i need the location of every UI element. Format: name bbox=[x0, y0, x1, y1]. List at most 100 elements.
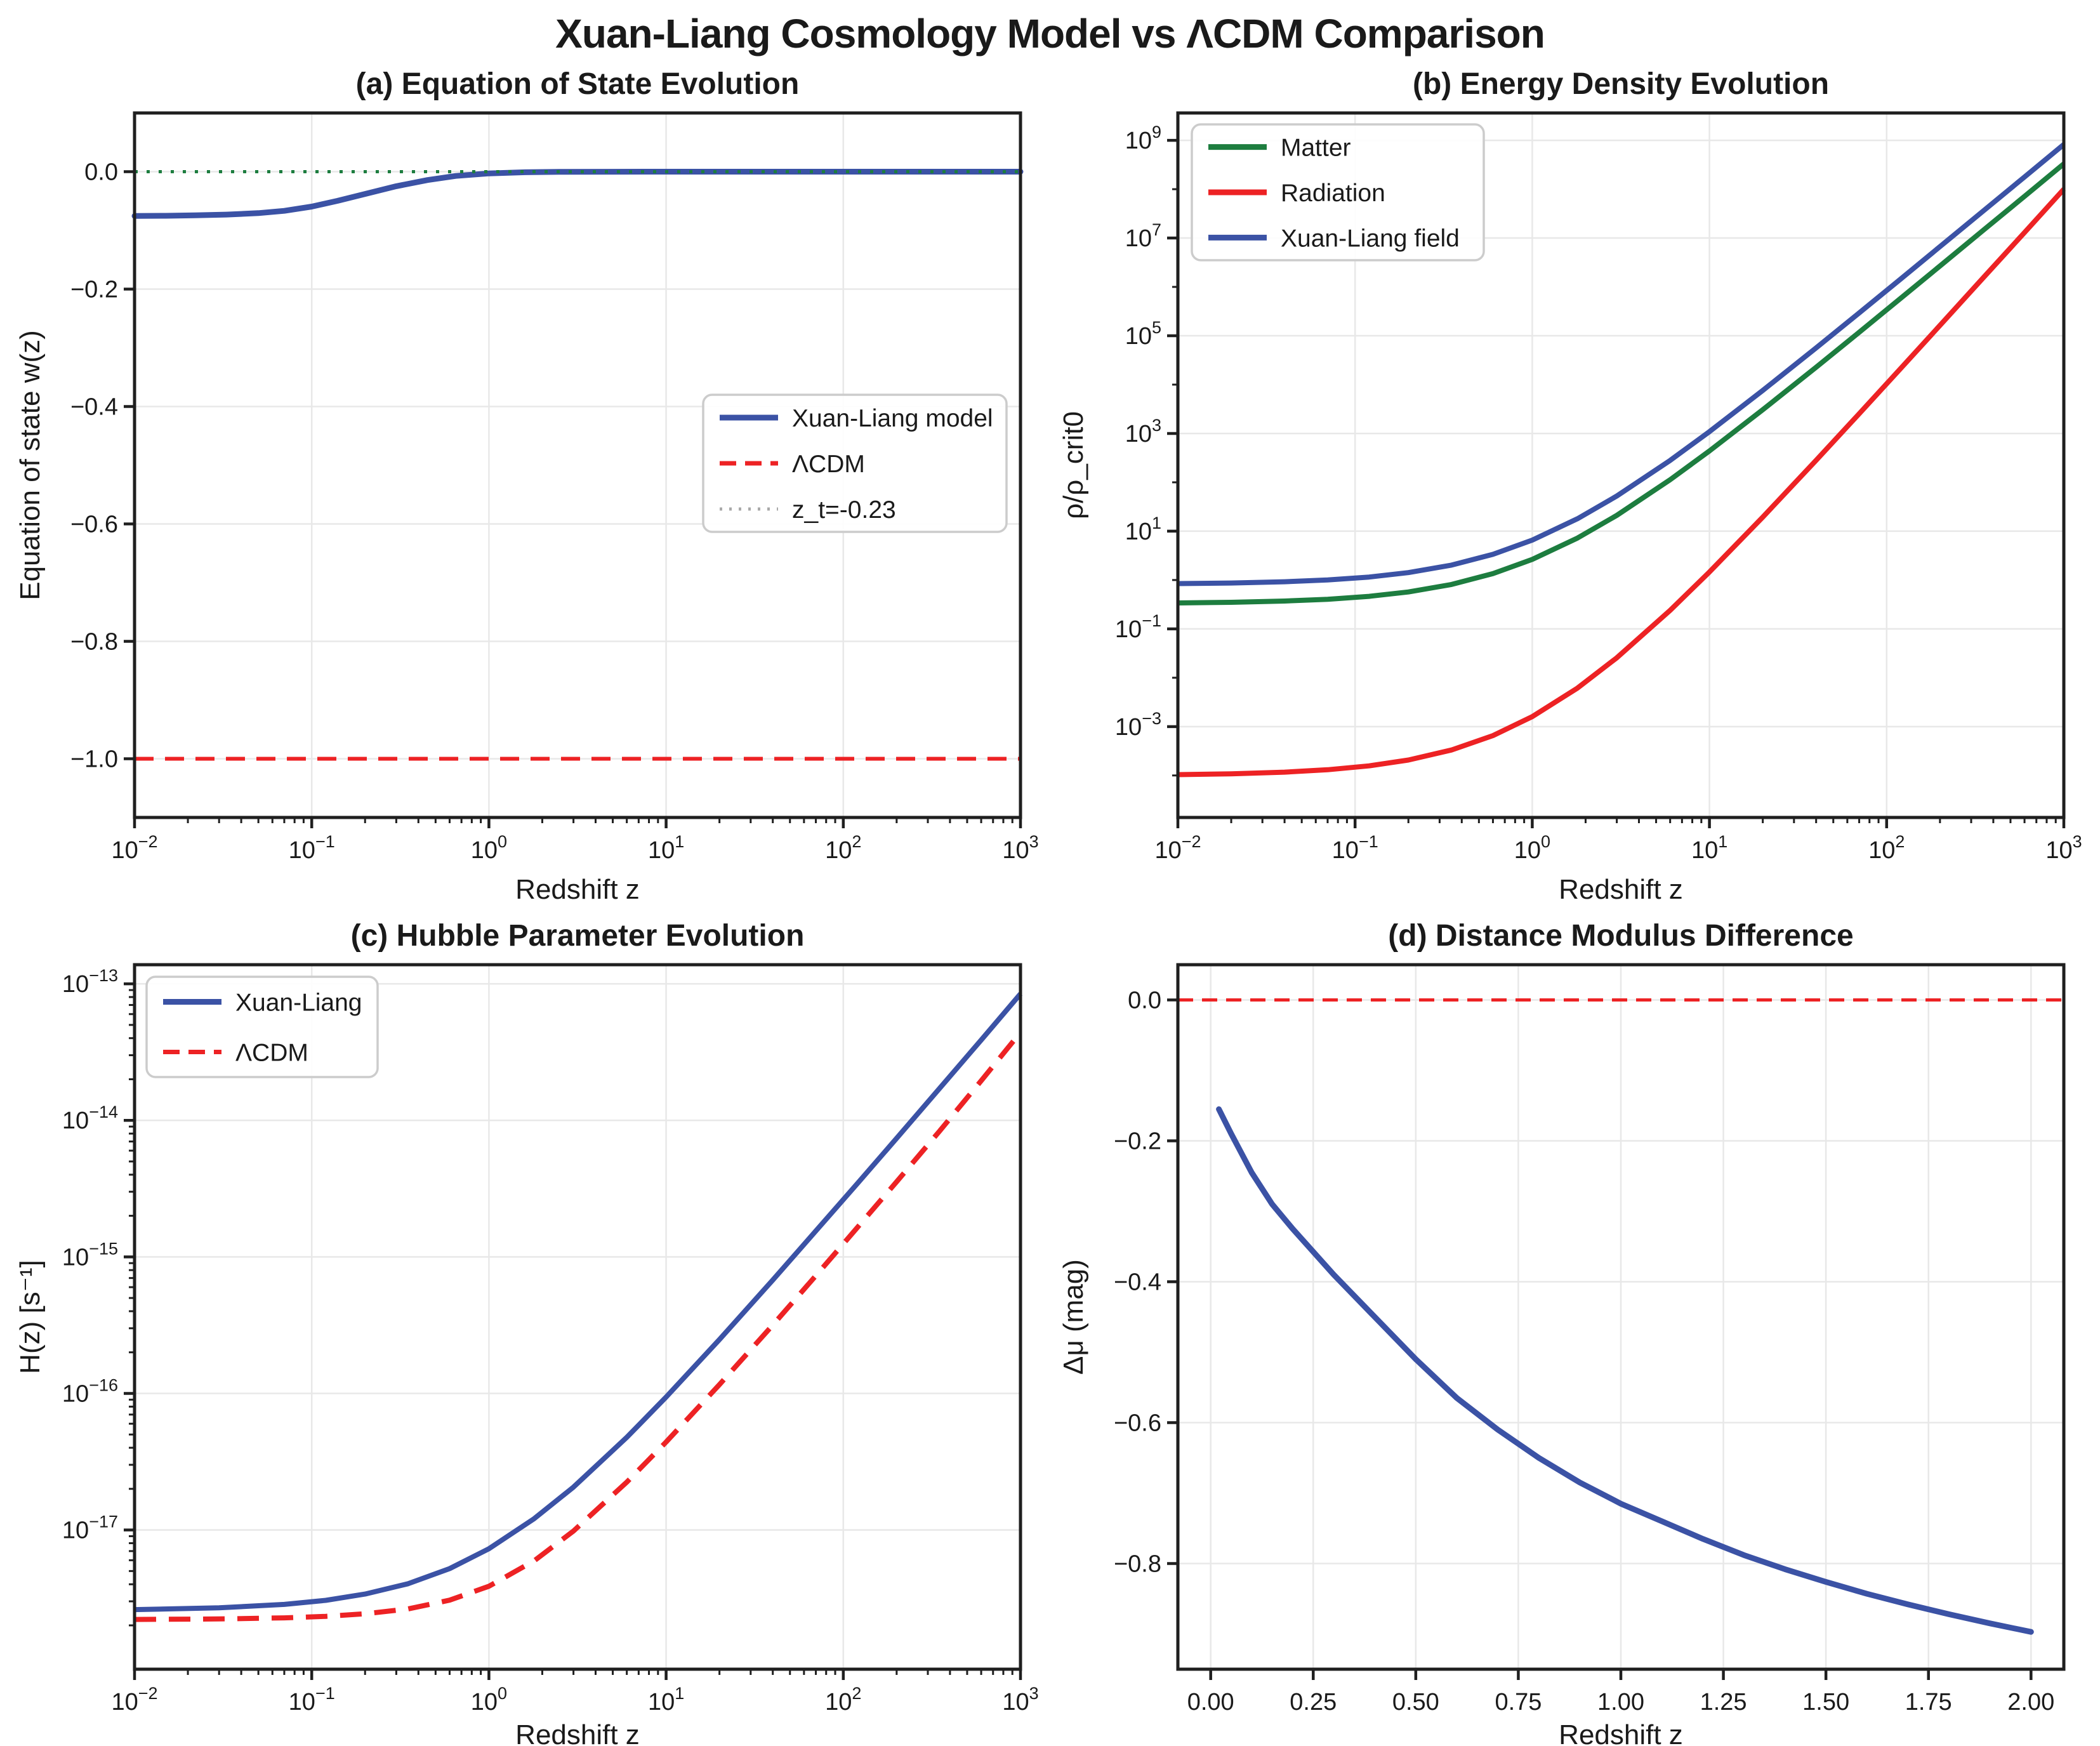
series-cdm bbox=[134, 1031, 1023, 1622]
grid-d bbox=[1178, 965, 2064, 1669]
legend-label-z-t-0-23: z_t=-0.23 bbox=[792, 496, 896, 524]
y-tick-label: −0.4 bbox=[1114, 1269, 1161, 1296]
x-tick-label: 103 bbox=[1002, 832, 1038, 864]
x-tick-label: 0.75 bbox=[1495, 1689, 1542, 1716]
y-tick-label: 109 bbox=[1125, 122, 1161, 154]
x-tick-label: 10−2 bbox=[111, 832, 157, 864]
tick-labels-a: 10−2 10−1 100 101 102 103 0.0 −0.2 −0.4 −0.6 −0.8 −… bbox=[70, 159, 1039, 864]
y-tick-label: −0.8 bbox=[1114, 1551, 1161, 1578]
y-tick-label: −0.6 bbox=[70, 512, 118, 538]
y-tick-label: 10−15 bbox=[62, 1239, 118, 1271]
chart-panel-b: 10−2 10−1 100 101 102 103 109 107 105 103 101 10−1 1… bbox=[1058, 67, 2082, 905]
y-tick-label: −0.2 bbox=[70, 277, 118, 303]
x-tick-label: 100 bbox=[471, 1684, 507, 1716]
x-tick-label: 101 bbox=[1691, 832, 1727, 864]
x-tick-label: 103 bbox=[1002, 1684, 1038, 1716]
x-axis-label: Redshift z bbox=[515, 874, 640, 905]
ticks-d bbox=[1167, 998, 2033, 1680]
legend-box bbox=[702, 394, 1008, 533]
panel-title-a: (a) Equation of State Evolution bbox=[356, 67, 800, 101]
tick-labels-d: 0.00 0.25 0.50 0.75 1.00 1.25 1.50 1.75 2.00 0.0 −… bbox=[1114, 988, 2054, 1716]
panel-title-b: (b) Energy Density Evolution bbox=[1413, 67, 1829, 101]
tick-labels-b: 10−2 10−1 100 101 102 103 109 107 105 103 101 10−1 1… bbox=[1115, 122, 2082, 864]
legend-label-cdm: ΛCDM bbox=[792, 451, 865, 478]
x-axis-label: Redshift z bbox=[515, 1719, 640, 1746]
axes-spines bbox=[133, 963, 1022, 1671]
x-tick-label: 1.00 bbox=[1597, 1689, 1644, 1716]
y-tick-label: −0.2 bbox=[1114, 1128, 1161, 1155]
chart-panel-a: 10−2 10−1 100 101 102 103 0.0 −0.2 −0.4 −0.6 −0.8 −… bbox=[15, 67, 1039, 905]
y-tick-label: 10−16 bbox=[62, 1375, 118, 1407]
y-tick-label: 0.0 bbox=[84, 159, 118, 186]
x-tick-label: 102 bbox=[1868, 832, 1905, 864]
series-xuan-liang bbox=[1216, 1106, 2034, 1635]
x-tick-label: 102 bbox=[825, 1684, 861, 1716]
panel-title-c: (c) Hubble Parameter Evolution bbox=[351, 919, 805, 953]
x-tick-label: 1.25 bbox=[1700, 1689, 1747, 1716]
y-tick-label: 0.0 bbox=[1128, 988, 1161, 1014]
ticks-a bbox=[124, 170, 1022, 828]
x-tick-label: 101 bbox=[648, 832, 684, 864]
series-xuan-liang bbox=[134, 992, 1023, 1613]
y-tick-label: 10−17 bbox=[62, 1512, 118, 1544]
chart-panel-d: 0.00 0.25 0.50 0.75 1.00 1.25 1.50 1.75 2.00 0.0 −… bbox=[1058, 919, 2066, 1746]
x-tick-label: 2.00 bbox=[2007, 1689, 2054, 1716]
ticks-b bbox=[1167, 138, 2066, 828]
x-tick-label: 10−1 bbox=[1332, 832, 1378, 864]
x-tick-label: 10−1 bbox=[289, 1684, 335, 1716]
y-axis-label: H(z) [s⁻¹] bbox=[15, 1260, 46, 1374]
figure-suptitle: Xuan-Liang Cosmology Model vs ΛCDM Compa… bbox=[555, 11, 1545, 56]
x-tick-label: 0.50 bbox=[1392, 1689, 1439, 1716]
series-xuan-liang-model bbox=[131, 169, 1024, 219]
y-tick-label: 105 bbox=[1125, 318, 1161, 350]
y-tick-label: 10−13 bbox=[62, 966, 118, 998]
y-tick-label: 101 bbox=[1125, 513, 1161, 545]
x-tick-label: 102 bbox=[825, 832, 861, 864]
legend-b: Matter Radiation Xuan-Liang field bbox=[1191, 123, 1485, 261]
x-tick-label: 100 bbox=[471, 832, 507, 864]
series-matter bbox=[1177, 162, 2066, 605]
x-tick-label: 101 bbox=[648, 1684, 684, 1716]
chart-panel-c: 10−2 10−1 100 101 102 103 10−13 10−14 10−15 10−16… bbox=[15, 919, 1039, 1746]
tick-labels-c: 10−2 10−1 100 101 102 103 10−13 10−14 10−15 10−16… bbox=[62, 966, 1039, 1716]
y-axis-label: ρ/ρ_crit0 bbox=[1058, 411, 1089, 519]
legend-label-xuan-liang-model: Xuan-Liang model bbox=[792, 405, 993, 432]
x-tick-label: 1.50 bbox=[1802, 1689, 1849, 1716]
x-tick-label: 1.75 bbox=[1905, 1689, 1952, 1716]
x-tick-label: 0.00 bbox=[1187, 1689, 1234, 1716]
y-axis-label: Δμ (mag) bbox=[1058, 1259, 1089, 1375]
x-tick-label: 0.25 bbox=[1290, 1689, 1337, 1716]
legend-label-matter: Matter bbox=[1281, 135, 1351, 162]
y-tick-label: −0.4 bbox=[70, 394, 118, 421]
x-tick-label: 10−1 bbox=[289, 832, 335, 864]
legend-c: Xuan-Liang ΛCDM bbox=[145, 976, 379, 1078]
series-xuan-liang-field bbox=[1177, 142, 2066, 586]
y-tick-label: 10−1 bbox=[1115, 611, 1161, 643]
y-tick-label: 10−14 bbox=[62, 1102, 118, 1134]
legend-a: Xuan-Liang model ΛCDM z_t=-0.23 bbox=[702, 394, 1008, 533]
legend-label-xuan-liang-field: Xuan-Liang field bbox=[1281, 225, 1460, 252]
axes-spines bbox=[1176, 111, 2066, 819]
y-tick-label: −0.8 bbox=[70, 629, 118, 656]
series-radiation bbox=[1177, 187, 2066, 777]
legend-label-cdm: ΛCDM bbox=[235, 1040, 308, 1067]
legend-box bbox=[1191, 123, 1485, 261]
x-axis-label: Redshift z bbox=[1559, 1719, 1683, 1746]
legend-label-radiation: Radiation bbox=[1281, 180, 1385, 207]
y-tick-label: 107 bbox=[1125, 220, 1161, 252]
x-tick-label: 103 bbox=[2045, 832, 2082, 864]
y-tick-label: −1.0 bbox=[70, 746, 118, 773]
y-tick-label: 103 bbox=[1125, 416, 1161, 447]
y-axis-label: Equation of state w(z) bbox=[15, 330, 46, 600]
x-axis-label: Redshift z bbox=[1559, 874, 1683, 905]
y-tick-label: −0.6 bbox=[1114, 1410, 1161, 1437]
ticks-c bbox=[124, 982, 1022, 1680]
x-tick-label: 10−2 bbox=[111, 1684, 157, 1716]
y-tick-label: 10−3 bbox=[1115, 709, 1161, 741]
legend-label-xuan-liang: Xuan-Liang bbox=[235, 989, 362, 1017]
x-tick-label: 100 bbox=[1514, 832, 1550, 864]
x-tick-label: 10−2 bbox=[1154, 832, 1201, 864]
axes-spines bbox=[133, 111, 1022, 819]
panel-title-d: (d) Distance Modulus Difference bbox=[1388, 919, 1853, 953]
